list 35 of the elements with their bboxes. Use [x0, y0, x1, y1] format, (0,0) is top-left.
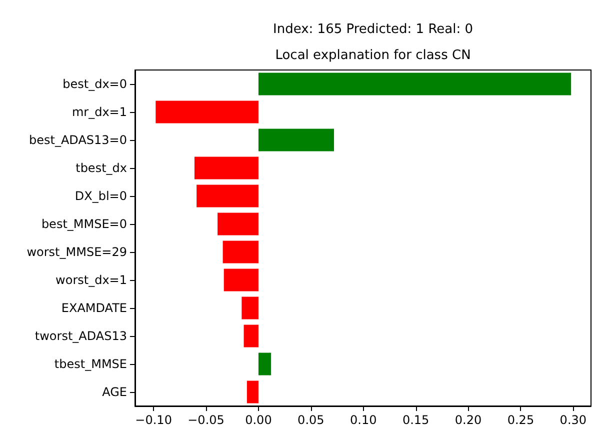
bar: [224, 268, 258, 292]
x-tick-label: 0.10: [350, 413, 377, 427]
y-tick-label: EXAMDATE: [61, 301, 127, 315]
y-tick-label: mr_dx=1: [72, 105, 127, 119]
bar: [258, 352, 272, 376]
y-tick-label: worst_dx=1: [56, 273, 127, 287]
x-tick-label: 0.05: [298, 413, 324, 427]
bar: [244, 324, 258, 348]
y-tick-label: AGE: [102, 385, 127, 399]
y-tick-label: tworst_ADAS13: [34, 329, 127, 343]
bar: [194, 156, 258, 180]
x-tick-label: −0.05: [188, 413, 224, 427]
y-tick-label: best_ADAS13=0: [29, 133, 127, 147]
y-tick-label: tbest_MMSE: [54, 357, 127, 371]
x-tick-label: 0.30: [560, 413, 587, 427]
y-tick-label: worst_MMSE=29: [26, 245, 127, 259]
bar: [156, 100, 258, 124]
x-tick-label: 0.15: [402, 413, 430, 427]
y-tick-label: best_dx=0: [62, 77, 127, 91]
x-tick-label: 0.00: [245, 413, 272, 427]
bar: [196, 184, 258, 208]
chart-title: Index: 165 Predicted: 1 Real: 0: [273, 22, 473, 37]
bar: [258, 72, 572, 96]
bar: [242, 296, 258, 320]
y-tick-label: DX_bl=0: [74, 189, 127, 203]
y-tick-label: tbest_dx: [76, 161, 127, 175]
bar: [258, 128, 334, 152]
y-tick-label: best_MMSE=0: [41, 217, 127, 231]
bar: [218, 212, 258, 236]
x-tick-label: −0.10: [135, 413, 172, 427]
bar: [222, 240, 258, 264]
x-tick-label: 0.20: [454, 413, 482, 427]
chart-subtitle: Local explanation for class CN: [275, 48, 471, 63]
x-tick-label: 0.25: [507, 413, 534, 427]
bar: [246, 380, 258, 404]
